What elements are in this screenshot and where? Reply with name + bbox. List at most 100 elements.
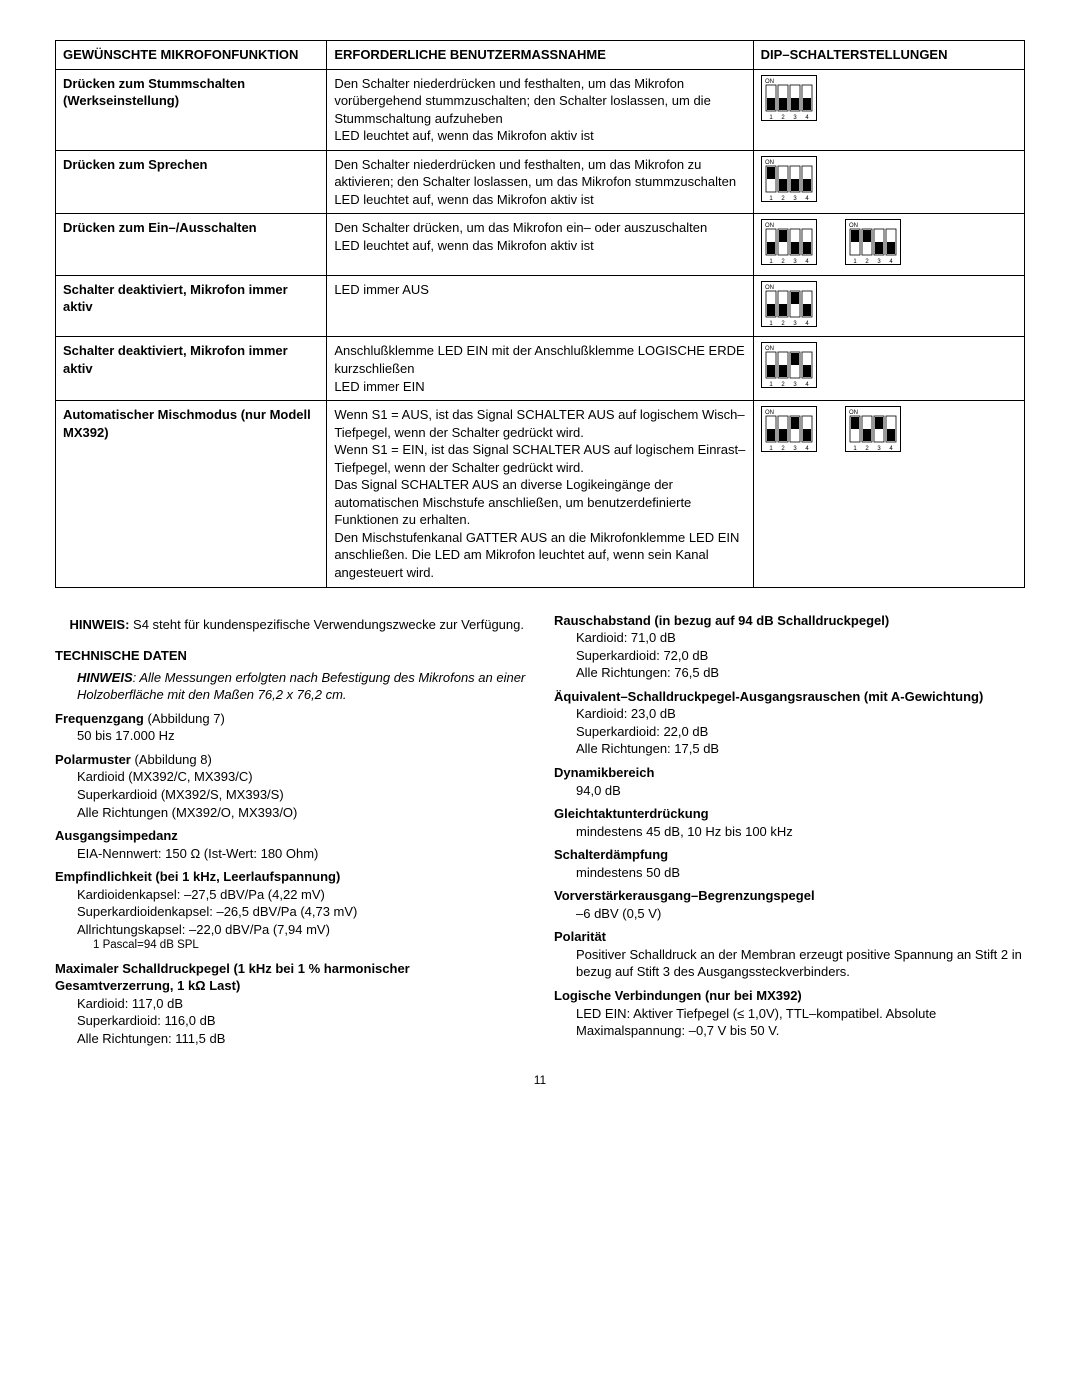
spec-label: Maximaler Schalldruckpegel (1 kHz bei 1 …	[55, 960, 526, 995]
spec-value: Kardioid (MX392/C, MX393/C)	[77, 768, 526, 786]
note-label: HINWEIS:	[69, 617, 129, 632]
spec-block: Maximaler Schalldruckpegel (1 kHz bei 1 …	[55, 960, 526, 1048]
spec-footnote: 1 Pascal=94 dB SPL	[93, 938, 526, 954]
cell-action: Wenn S1 = AUS, ist das Signal SCHALTER A…	[327, 401, 753, 587]
dip-switch-icon: ON1234	[761, 281, 817, 327]
dip-switch-icon: ON1234	[761, 75, 817, 121]
spec-block: Frequenzgang (Abbildung 7)50 bis 17.000 …	[55, 710, 526, 745]
tech-note: HINWEIS: Alle Messungen erfolgten nach B…	[77, 669, 526, 704]
svg-text:ON: ON	[849, 223, 858, 229]
spec-label: Polarität	[554, 928, 1025, 946]
svg-text:ON: ON	[765, 285, 774, 291]
svg-text:ON: ON	[765, 346, 774, 352]
spec-value: Kardioid: 117,0 dB	[77, 995, 526, 1013]
note-text: S4 steht für kundenspezifische Verwendun…	[129, 617, 524, 632]
dip-switch-icon: ON1234	[845, 406, 901, 452]
spec-value: mindestens 45 dB, 10 Hz bis 100 kHz	[576, 823, 1025, 841]
spec-label: Dynamikbereich	[554, 764, 1025, 782]
spec-label: Ausgangsimpedanz	[55, 827, 526, 845]
table-row: Schalter deaktiviert, Mikrofon immer akt…	[56, 337, 1025, 401]
spec-block: AusgangsimpedanzEIA-Nennwert: 150 Ω (Ist…	[55, 827, 526, 862]
cell-dip: ON1234	[753, 337, 1024, 401]
table-row: Drücken zum SprechenDen Schalter niederd…	[56, 150, 1025, 214]
spec-block: Rauschabstand (in bezug auf 94 dB Schall…	[554, 612, 1025, 682]
spec-block: Vorverstärkerausgang–Begrenzungspegel–6 …	[554, 887, 1025, 922]
tech-note-label: HINWEIS	[77, 670, 133, 685]
spec-value: Superkardioid: 22,0 dB	[576, 723, 1025, 741]
spec-label: Logische Verbindungen (nur bei MX392)	[554, 987, 1025, 1005]
cell-dip: ON1234	[753, 150, 1024, 214]
spec-label: Schalterdämpfung	[554, 846, 1025, 864]
table-row: Automatischer Mischmodus (nur Modell MX3…	[56, 401, 1025, 587]
dip-switch-icon: ON1234	[761, 156, 817, 202]
table-row: Schalter deaktiviert, Mikrofon immer akt…	[56, 275, 1025, 337]
svg-text:ON: ON	[765, 79, 774, 85]
svg-text:ON: ON	[765, 160, 774, 166]
svg-text:ON: ON	[765, 223, 774, 229]
spec-label: Frequenzgang (Abbildung 7)	[55, 710, 526, 728]
cell-function: Automatischer Mischmodus (nur Modell MX3…	[56, 401, 327, 587]
spec-value: Superkardioid: 116,0 dB	[77, 1012, 526, 1030]
spec-block: Polarmuster (Abbildung 8)Kardioid (MX392…	[55, 751, 526, 821]
spec-block: PolaritätPositiver Schalldruck an der Me…	[554, 928, 1025, 981]
spec-value: Superkardioid: 72,0 dB	[576, 647, 1025, 665]
spec-label: Rauschabstand (in bezug auf 94 dB Schall…	[554, 612, 1025, 630]
spec-label: Empfindlichkeit (bei 1 kHz, Leerlaufspan…	[55, 868, 526, 886]
table-header-function: GEWÜNSCHTE MIKROFONFUNKTION	[56, 41, 327, 70]
dip-switch-table: GEWÜNSCHTE MIKROFONFUNKTION ERFORDERLICH…	[55, 40, 1025, 588]
spec-value: Kardioid: 71,0 dB	[576, 629, 1025, 647]
spec-value: Positiver Schalldruck an der Membran erz…	[576, 946, 1025, 981]
cell-action: Den Schalter drücken, um das Mikrofon ei…	[327, 214, 753, 276]
spec-value: Kardioid: 23,0 dB	[576, 705, 1025, 723]
spec-value: Alle Richtungen: 76,5 dB	[576, 664, 1025, 682]
spec-value: Superkardioidenkapsel: –26,5 dBV/Pa (4,7…	[77, 903, 526, 921]
spec-value: Kardioidenkapsel: –27,5 dBV/Pa (4,22 mV)	[77, 886, 526, 904]
spec-block: Äquivalent–Schalldruckpegel-Ausgangsraus…	[554, 688, 1025, 758]
cell-dip: ON1234 ON1234	[753, 401, 1024, 587]
dip-switch-icon: ON1234	[761, 219, 817, 265]
cell-dip: ON1234 ON1234	[753, 214, 1024, 276]
spec-value: Alle Richtungen (MX392/O, MX393/O)	[77, 804, 526, 822]
table-header-dip: DIP–SCHALTERSTELLUNGEN	[753, 41, 1024, 70]
cell-action: Den Schalter niederdrücken und festhalte…	[327, 69, 753, 150]
cell-function: Drücken zum Ein–/Ausschalten	[56, 214, 327, 276]
spec-label: Polarmuster (Abbildung 8)	[55, 751, 526, 769]
cell-action: LED immer AUS	[327, 275, 753, 337]
dip-switch-icon: ON1234	[761, 342, 817, 388]
spec-value: LED EIN: Aktiver Tiefpegel (≤ 1,0V), TTL…	[576, 1005, 1025, 1040]
spec-value: Alle Richtungen: 17,5 dB	[576, 740, 1025, 758]
cell-function: Schalter deaktiviert, Mikrofon immer akt…	[56, 275, 327, 337]
spec-value: 50 bis 17.000 Hz	[77, 727, 526, 745]
cell-action: Anschlußklemme LED EIN mit der Anschlußk…	[327, 337, 753, 401]
tech-note-text: : Alle Messungen erfolgten nach Befestig…	[77, 670, 525, 703]
spec-block: Schalterdämpfungmindestens 50 dB	[554, 846, 1025, 881]
spec-value: EIA-Nennwert: 150 Ω (Ist-Wert: 180 Ohm)	[77, 845, 526, 863]
svg-text:ON: ON	[849, 410, 858, 416]
spec-value: –6 dBV (0,5 V)	[576, 905, 1025, 923]
table-header-action: ERFORDERLICHE BENUTZERMASSNAHME	[327, 41, 753, 70]
spec-label: Vorverstärkerausgang–Begrenzungspegel	[554, 887, 1025, 905]
spec-value: Superkardioid (MX392/S, MX393/S)	[77, 786, 526, 804]
spec-label: Äquivalent–Schalldruckpegel-Ausgangsraus…	[554, 688, 1025, 706]
cell-dip: ON1234	[753, 69, 1024, 150]
cell-function: Drücken zum Stummschalten (Werkseinstell…	[56, 69, 327, 150]
svg-text:ON: ON	[765, 410, 774, 416]
spec-value: Alle Richtungen: 111,5 dB	[77, 1030, 526, 1048]
spec-value: mindestens 50 dB	[576, 864, 1025, 882]
spec-block: Logische Verbindungen (nur bei MX392)LED…	[554, 987, 1025, 1040]
cell-function: Schalter deaktiviert, Mikrofon immer akt…	[56, 337, 327, 401]
dip-switch-icon: ON1234	[845, 219, 901, 265]
spec-value: 94,0 dB	[576, 782, 1025, 800]
spec-block: Dynamikbereich94,0 dB	[554, 764, 1025, 799]
spec-label: Gleichtaktunterdrückung	[554, 805, 1025, 823]
page-number: 11	[55, 1072, 1025, 1088]
cell-action: Den Schalter niederdrücken und festhalte…	[327, 150, 753, 214]
cell-function: Drücken zum Sprechen	[56, 150, 327, 214]
spec-value: Allrichtungskapsel: –22,0 dBV/Pa (7,94 m…	[77, 921, 526, 939]
tech-data-heading: TECHNISCHE DATEN	[55, 647, 526, 665]
note-s4: HINWEIS: S4 steht für kundenspezifische …	[55, 616, 526, 634]
cell-dip: ON1234	[753, 275, 1024, 337]
spec-block: Gleichtaktunterdrückungmindestens 45 dB,…	[554, 805, 1025, 840]
dip-switch-icon: ON1234	[761, 406, 817, 452]
table-row: Drücken zum Ein–/AusschaltenDen Schalter…	[56, 214, 1025, 276]
